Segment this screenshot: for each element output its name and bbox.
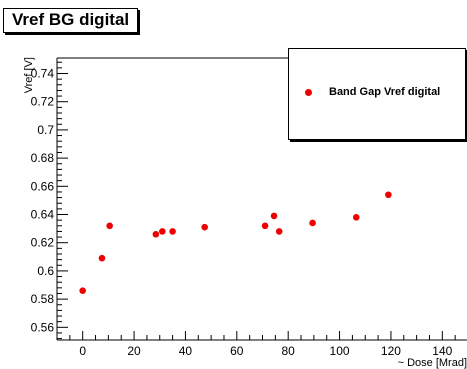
- y-axis-label: Vref [V]: [23, 57, 35, 93]
- y-tick-label: 0.56: [31, 320, 55, 334]
- data-point: [270, 212, 278, 220]
- data-points: [79, 191, 392, 294]
- legend-marker-band-gap: [305, 89, 312, 96]
- y-tick-label: 0.66: [31, 179, 55, 193]
- x-tick-label: 80: [282, 344, 296, 358]
- x-tick-label: 20: [127, 344, 141, 358]
- y-tick-label: 0.7: [37, 123, 54, 137]
- chart-title: Vref BG digital: [3, 8, 139, 33]
- data-point: [352, 214, 360, 221]
- data-point: [98, 254, 106, 262]
- data-point: [261, 222, 269, 230]
- x-tick-label: 120: [381, 344, 401, 358]
- legend-label-band-gap: Band Gap Vref digital: [329, 86, 441, 98]
- y-tick-label: 0.6: [37, 264, 54, 278]
- x-tick-label: 60: [230, 344, 244, 358]
- legend: Band Gap Vref digital: [288, 48, 466, 140]
- data-point: [201, 223, 209, 231]
- y-tick-label: 0.58: [31, 292, 55, 306]
- y-tick-label: 0.72: [31, 95, 55, 109]
- data-point: [106, 222, 113, 230]
- data-point: [275, 228, 283, 235]
- y-tick-label: 0.68: [31, 151, 55, 165]
- y-tick-label: 0.62: [31, 236, 55, 250]
- x-axis-label: ~ Dose [Mrad]: [398, 357, 467, 369]
- data-point: [169, 228, 176, 235]
- y-tick-label: 0.74: [31, 67, 55, 81]
- data-point: [79, 287, 86, 294]
- data-point: [159, 228, 166, 235]
- x-tick-label: 40: [179, 344, 193, 358]
- data-point: [385, 191, 392, 199]
- x-tick-label: 140: [432, 344, 452, 358]
- ticks: 0.56 0.58 0.6 0.62 0.64 0.66 0.68 0.7 0.72 0.74 0 2…: [31, 61, 456, 358]
- data-point: [152, 230, 160, 238]
- x-tick-label: 100: [330, 344, 350, 358]
- data-point: [309, 219, 316, 227]
- y-tick-label: 0.64: [31, 208, 55, 222]
- x-tick-label: 0: [79, 344, 86, 358]
